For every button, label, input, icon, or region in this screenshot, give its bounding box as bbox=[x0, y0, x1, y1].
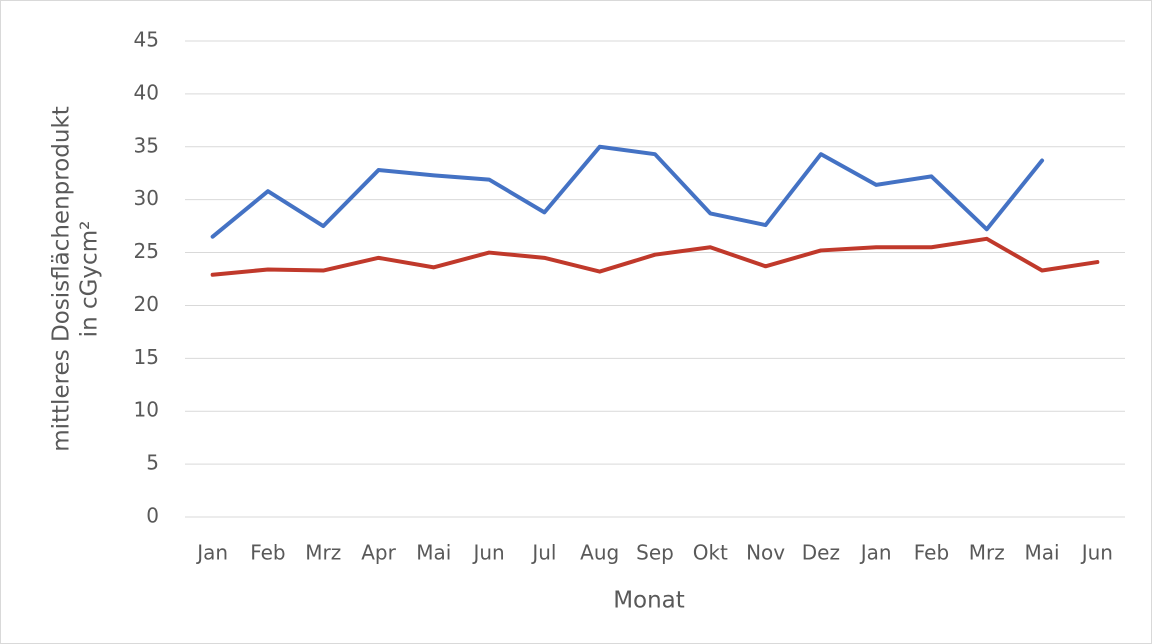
y-tick-label: 35 bbox=[134, 133, 159, 157]
series-line bbox=[210, 144, 1045, 239]
y-tick-label: 45 bbox=[134, 28, 159, 52]
y-tick-label: 40 bbox=[134, 80, 159, 104]
x-tick-label: Jun bbox=[471, 541, 504, 565]
y-tick-label: 20 bbox=[134, 292, 159, 316]
series-line bbox=[210, 236, 1100, 277]
x-tick-label: Sep bbox=[636, 541, 674, 565]
y-tick-label: 25 bbox=[134, 239, 159, 263]
x-tick-label: Mrz bbox=[305, 541, 341, 565]
x-tick-label: Apr bbox=[361, 541, 396, 565]
x-tick-label: Feb bbox=[914, 541, 949, 565]
x-tick-label: Okt bbox=[693, 541, 728, 565]
y-tick-label: 0 bbox=[146, 504, 159, 528]
y-axis-title-line: in cGycm² bbox=[77, 221, 103, 338]
x-tick-label: Dez bbox=[802, 541, 840, 565]
x-tick-label: Jun bbox=[1080, 541, 1113, 565]
x-tick-label: Nov bbox=[746, 541, 785, 565]
y-axis-title: mittleres Dosisflächenprodukt in cGycm² bbox=[49, 106, 103, 452]
y-tick-label: 15 bbox=[134, 345, 159, 369]
x-tick-label: Mai bbox=[1025, 541, 1060, 565]
y-tick-label: 30 bbox=[134, 186, 159, 210]
x-tick-label: Jan bbox=[859, 541, 892, 565]
y-axis-title-line: mittleres Dosisflächenprodukt bbox=[49, 106, 75, 452]
y-tick-label: 10 bbox=[134, 398, 159, 422]
x-tick-label: Mrz bbox=[969, 541, 1005, 565]
x-tick-label: Jul bbox=[530, 541, 556, 565]
x-tick-label: Jan bbox=[195, 541, 228, 565]
y-tick-label: 5 bbox=[146, 451, 159, 475]
x-tick-label: Mai bbox=[416, 541, 451, 565]
x-tick-label: Aug bbox=[580, 541, 619, 565]
x-tick-label: Feb bbox=[250, 541, 285, 565]
x-axis-title: Monat bbox=[613, 588, 685, 614]
